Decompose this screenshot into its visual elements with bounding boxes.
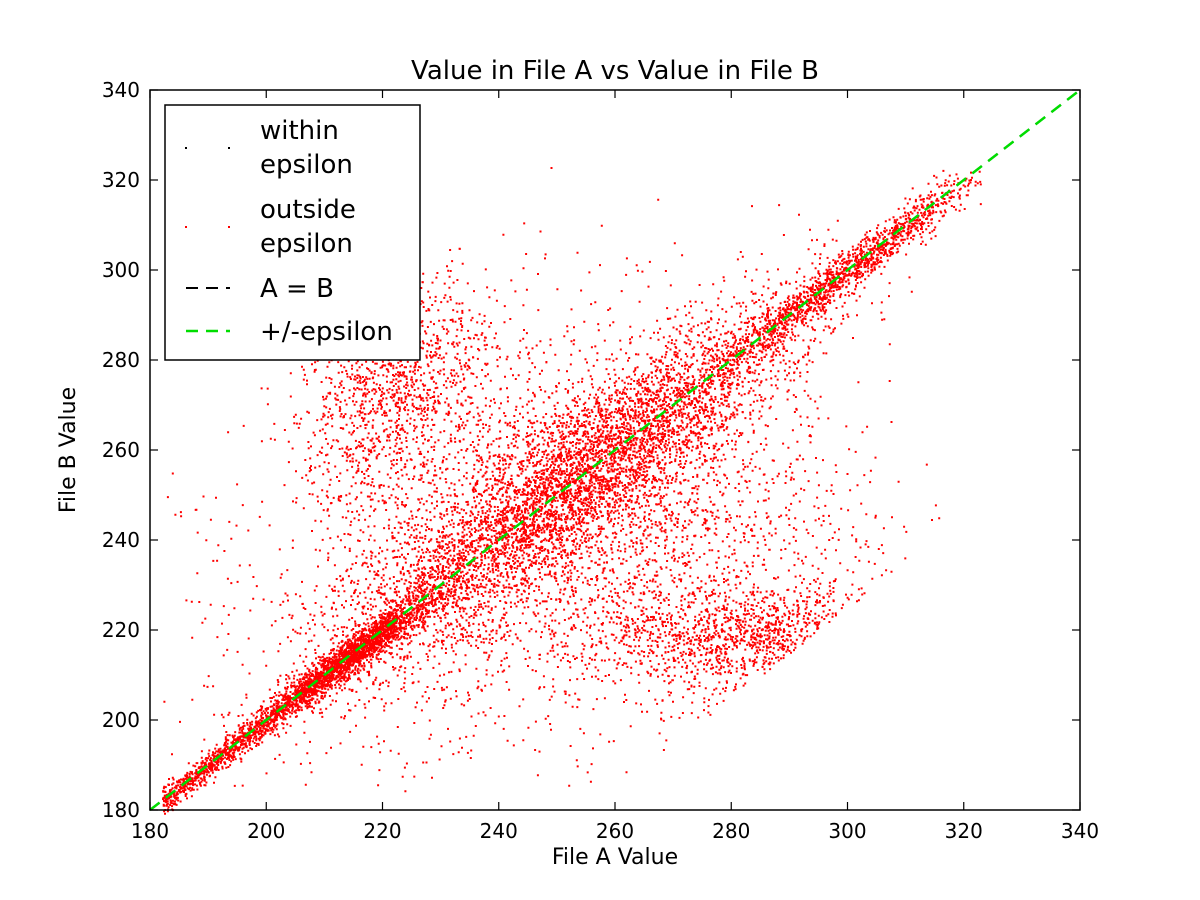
x-tick-label: 200 [247,819,285,843]
chart-title: Value in File A vs Value in File B [411,56,819,86]
axis-ticks: 180 200 220 240 260 280 300 320 340 180 200 220 240 2… [102,78,1099,843]
y-tick-label: 260 [102,438,140,462]
legend-label-within: within epsilon [260,116,353,180]
y-tick-label: 200 [102,708,140,732]
reference-lines [149,89,1081,811]
y-tick-label: 180 [102,798,140,822]
legend-marker-within [185,147,187,149]
x-axis-label: File A Value [552,845,678,870]
x-tick-label: 220 [363,819,401,843]
x-tick-label: 280 [712,819,750,843]
legend-marker-outside [228,226,230,228]
x-tick-label: 300 [828,819,866,843]
y-tick-label: 220 [102,618,140,642]
y-tick-label: 340 [102,78,140,102]
x-tick-label: 260 [596,819,634,843]
x-tick-label: 240 [480,819,518,843]
legend-label-outside: outside epsilon [260,195,356,259]
y-tick-label: 240 [102,528,140,552]
legend-marker-within [228,147,230,149]
epsilon-line [149,89,1081,811]
x-tick-label: 340 [1061,819,1099,843]
legend: within epsilon outside epsilon A = B +/-epsil… [164,104,421,361]
y-axis-label: File B Value [56,387,81,513]
y-tick-label: 300 [102,258,140,282]
x-tick-label: 320 [945,819,983,843]
y-tick-label: 280 [102,348,140,372]
y-tick-label: 320 [102,168,140,192]
legend-label-identity: A = B [260,274,334,304]
legend-label-epsilon: +/-epsilon [260,317,393,347]
x-tick-label: 180 [131,819,169,843]
legend-marker-outside [185,226,187,228]
legend-box [164,104,421,361]
